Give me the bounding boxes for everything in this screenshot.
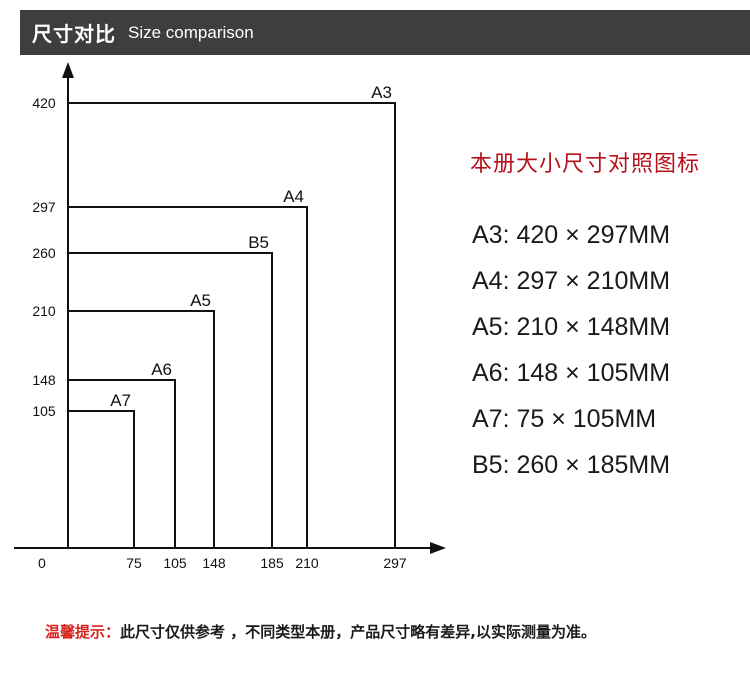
- x-tick-label: 210: [295, 555, 319, 571]
- legend-title: 本册大小尺寸对照图标: [470, 152, 701, 177]
- x-tick-label: 75: [126, 555, 142, 571]
- y-tick-label: 148: [32, 372, 56, 388]
- section-header: 尺寸对比 Size comparison: [20, 10, 750, 55]
- box-outline-a3: [68, 102, 396, 548]
- x-tick-label: 297: [383, 555, 407, 571]
- box-outline-a7: [68, 410, 135, 548]
- y-tick-label: 260: [32, 245, 56, 261]
- box-label-a3: A3: [371, 83, 392, 102]
- y-axis-arrow: [62, 62, 74, 78]
- size-item-a3: A3: 420 × 297MM: [472, 221, 671, 249]
- y-tick-label: 210: [32, 303, 56, 319]
- warning-text: 此尺寸仅供参考 ，不同类型本册，产品尺寸略有差异,以实际测量为准。: [120, 623, 596, 641]
- x-tick-label: 148: [202, 555, 226, 571]
- x-tick-label: 105: [163, 555, 187, 571]
- y-tick-label: 420: [32, 95, 56, 111]
- size-item-b5: B5: 260 × 185MM: [472, 451, 671, 479]
- header-title-en: Size comparison: [128, 22, 254, 42]
- box-label-a6: A6: [151, 360, 172, 379]
- box-outline-b5: [68, 252, 273, 548]
- size-item-a4: A4: 297 × 210MM: [472, 267, 671, 295]
- origin-label: 0: [38, 555, 46, 571]
- size-item-a5: A5: 210 × 148MM: [472, 313, 671, 341]
- size-list: A3: 420 × 297MM A4: 297 × 210MM A5: 210 …: [472, 212, 670, 488]
- y-tick-label: 105: [32, 403, 56, 419]
- box-label-a5: A5: [190, 291, 211, 310]
- box-outline-a4: [68, 206, 308, 548]
- y-tick-label: 297: [32, 199, 56, 215]
- box-label-a4: A4: [283, 187, 304, 206]
- box-label-a7: A7: [110, 391, 131, 410]
- box-outline-a6: [68, 379, 176, 548]
- size-item-a6: A6: 148 × 105MM: [472, 359, 671, 387]
- x-tick-label: 185: [260, 555, 284, 571]
- x-axis-arrow: [430, 542, 446, 554]
- box-label-b5: B5: [248, 233, 269, 252]
- warning-label: 温馨提示：: [45, 623, 121, 641]
- header-title-zh: 尺寸对比: [32, 22, 116, 46]
- footer-note: 温馨提示：此尺寸仅供参考 ，不同类型本册，产品尺寸略有差异,以实际测量为准。: [45, 621, 596, 642]
- size-item-a7: A7: 75 × 105MM: [472, 405, 657, 433]
- box-outline-a5: [68, 310, 215, 548]
